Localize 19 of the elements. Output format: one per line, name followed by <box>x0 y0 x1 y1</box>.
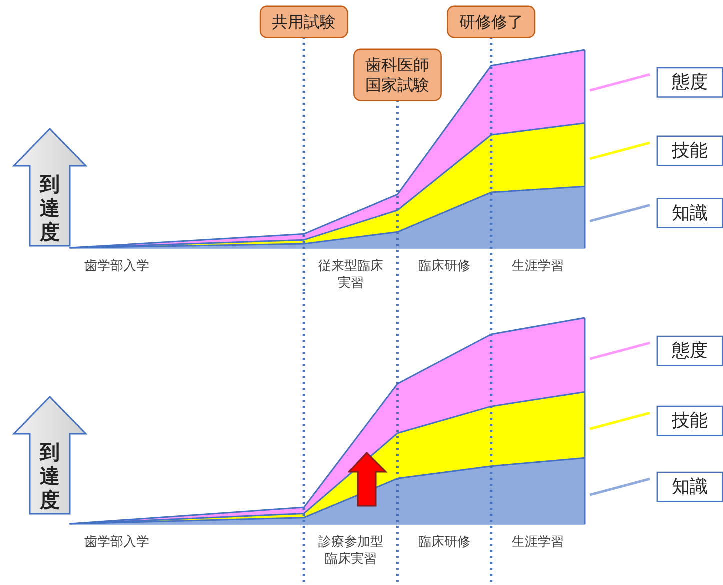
x-tick-label: 生涯学習 <box>512 259 564 274</box>
x-tick-label: 歯学部入学 <box>84 535 150 550</box>
x-tick-label: 生涯学習 <box>512 535 564 550</box>
legend-label: 態度 <box>671 340 708 362</box>
text: 研修修了 <box>459 12 524 32</box>
annotation: 歯科医師国家試験 <box>366 56 430 94</box>
x-tick-label: 臨床研修 <box>418 535 471 550</box>
y-axis-title: 到達度 <box>38 440 61 512</box>
x-tick-label: 歯学部入学 <box>84 259 150 274</box>
legend-label: 知識 <box>672 476 708 498</box>
legend-label: 知識 <box>672 202 708 224</box>
x-tick-label: 臨床研修 <box>418 259 471 274</box>
y-axis-title: 到達度 <box>38 172 61 244</box>
legend-label: 技能 <box>671 140 708 162</box>
x-tick-label: 診療参加型臨床実習 <box>318 535 384 567</box>
x-tick-label: 従来型臨床実習 <box>318 259 384 291</box>
legend-label: 技能 <box>671 410 708 432</box>
legend-label: 態度 <box>671 72 708 94</box>
text: 共用試験 <box>272 12 336 32</box>
